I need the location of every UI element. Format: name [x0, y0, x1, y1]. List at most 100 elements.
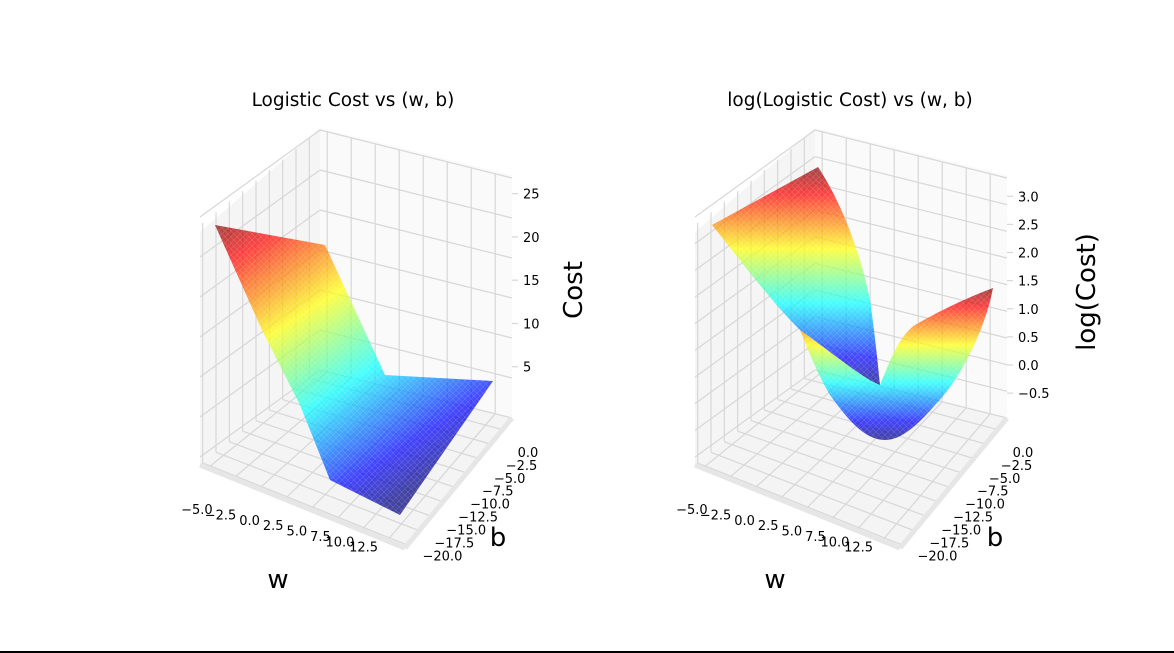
z-tick-label: 0.5	[1018, 331, 1039, 346]
y-tick-label: −12.5	[953, 511, 993, 526]
grid-line-z-left	[199, 129, 321, 218]
grid-line-z-left	[694, 129, 816, 218]
grid-line-w	[702, 371, 823, 469]
z-tick-label: 2.0	[1018, 247, 1039, 262]
y-tick-label: −17.5	[434, 537, 474, 552]
x-tick-label: 10.0	[820, 535, 849, 550]
y-tick-label: −10.0	[965, 498, 1005, 513]
x-tick-label: 5.0	[287, 525, 308, 540]
y-tick-label: −17.5	[929, 537, 969, 552]
x-tick-label: 7.5	[310, 530, 331, 545]
grid-line-b	[697, 462, 903, 546]
x-tick-label: 0.0	[734, 514, 755, 529]
grid-line-z-left	[199, 169, 321, 258]
x-tick-label: −5.0	[181, 503, 213, 518]
z-tick-label: 1.0	[1018, 303, 1039, 318]
x-tick-label: 5.0	[782, 525, 803, 540]
grid-line-w	[727, 377, 847, 479]
chart-title: log(Logistic Cost) vs (w, b)	[727, 90, 972, 111]
z-tick-labels: −0.5 0.0 0.5 1.0 1.5 2.0 2.5 3.0	[1018, 190, 1050, 402]
grid-line-z-back	[814, 182, 1008, 232]
z-tick-label: 15	[523, 274, 540, 289]
chart-title: Logistic Cost vs (w, b)	[252, 90, 455, 111]
x-tick-label: 12.5	[844, 541, 873, 556]
y-tick-labels: 0.0−2.5−5.0−7.5−10.0−12.5−15.0−17.5−20.0	[423, 446, 539, 565]
y-axis-label: b	[987, 523, 1004, 553]
y-tick-label: −20.0	[423, 549, 463, 564]
y-tick-label: −5.0	[494, 472, 526, 487]
z-axis-label: log(Cost)	[1072, 233, 1102, 351]
z-tick-labels: 5 10 15 20 25	[523, 188, 540, 376]
floor-pane	[695, 370, 1007, 548]
grid-line-z-back	[319, 249, 513, 299]
z-tick-label: −0.5	[1018, 387, 1050, 402]
x-axis-label: w	[764, 565, 785, 595]
x-tick-label: −5.0	[676, 503, 708, 518]
x-tick-labels: −5.0−2.5 0.0 2.5 5.0 7.510.012.5	[676, 503, 873, 556]
grid-line-z-back	[814, 156, 1008, 206]
x-tick-label: −2.5	[700, 508, 732, 523]
x-tick-label: 0.0	[239, 514, 260, 529]
z-tick-label: 3.0	[1018, 190, 1039, 205]
z-tick-label: 20	[523, 231, 540, 246]
grid-line-w	[830, 401, 943, 521]
axis-spines	[199, 416, 514, 551]
grid-line-b	[724, 441, 927, 517]
x-axis-label: w	[267, 565, 288, 595]
y-tick-label: −7.5	[977, 485, 1009, 500]
x-tick-label: 10.0	[325, 535, 354, 550]
grid-line-b	[764, 409, 963, 474]
y-tick-label: −15.0	[941, 524, 981, 539]
grid-line-z-back	[814, 129, 1008, 179]
z-tick-label: 25	[523, 188, 540, 203]
x-tick-label: 12.5	[349, 541, 378, 556]
y-tick-label: −5.0	[989, 472, 1021, 487]
grid-line-b	[737, 430, 939, 503]
grid-line-z-back	[814, 209, 1008, 259]
bottom-border	[0, 651, 1174, 653]
z-tick-label: 0.0	[1018, 359, 1039, 374]
grid-line-z-left	[694, 156, 816, 245]
grid-line-z-left	[694, 369, 816, 458]
grid-line-w	[855, 407, 967, 531]
grid-line-w	[386, 413, 496, 542]
grid-line-b	[215, 451, 420, 532]
subplot-log-logistic-cost: log(Logistic Cost) vs (w, b) −5.0−2.5 0.0…	[676, 90, 1102, 595]
grid-line-b	[750, 420, 951, 488]
surface-mesh	[215, 225, 493, 515]
y-tick-label: 0.0	[518, 446, 539, 461]
y-tick-label: −10.0	[470, 498, 510, 513]
x-tick-label: 7.5	[805, 530, 826, 545]
x-tick-labels: −5.0−2.5 0.0 2.5 5.0 7.510.012.5	[181, 503, 378, 556]
z-axis-label: Cost	[559, 261, 589, 319]
z-tick-label: 2.5	[1018, 218, 1039, 233]
y-tick-label: −20.0	[918, 549, 958, 564]
x-tick-label: −2.5	[205, 508, 237, 523]
grid-line-z-back	[319, 289, 513, 339]
grid-line-b	[202, 462, 408, 546]
z-tick-label: 1.5	[1018, 275, 1039, 290]
y-tick-label: −2.5	[506, 459, 538, 474]
z-tick-label: 5	[523, 361, 531, 376]
y-axis-label: b	[490, 523, 507, 553]
grid-line-z-back	[319, 169, 513, 219]
y-tick-label: −12.5	[458, 511, 498, 526]
y-tick-label: −2.5	[1001, 459, 1033, 474]
subplot-logistic-cost: Logistic Cost vs (w, b) −5.0−2.5 0.0 2.5 5.…	[181, 90, 589, 595]
y-tick-labels: 0.0−2.5−5.0−7.5−10.0−12.5−15.0−17.5−20.0	[918, 446, 1034, 565]
y-tick-label: −15.0	[446, 524, 486, 539]
z-tick-label: 10	[523, 317, 540, 332]
x-tick-label: 2.5	[758, 519, 779, 534]
grid-line-z-back	[319, 209, 513, 259]
grid-line-w	[881, 413, 991, 542]
grid-line-z-left	[694, 342, 816, 431]
surface	[712, 167, 993, 440]
surface	[215, 225, 493, 515]
y-tick-label: −7.5	[482, 485, 514, 500]
y-tick-label: 0.0	[1013, 446, 1034, 461]
surface-mesh	[712, 167, 993, 440]
axis-spines	[694, 416, 1009, 551]
grid-line-b	[710, 451, 915, 532]
grid-line-z-back	[319, 129, 513, 179]
